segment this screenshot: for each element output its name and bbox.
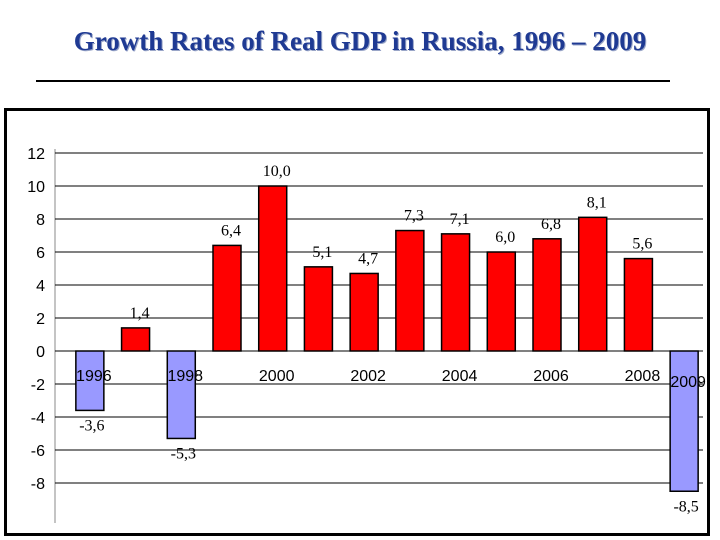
- y-tick-label: 2: [36, 311, 45, 328]
- bar: [166, 350, 197, 440]
- data-label: -3,6: [79, 417, 104, 434]
- x-tick-label: 2002: [350, 368, 386, 385]
- bar-chart: 12 10 8 6 4 2 0 -2 -4 -6 -8 -3,6 1996 1,4 -5,3 1998 6,4 1…: [27, 146, 706, 523]
- y-tick-label: -4: [31, 410, 45, 427]
- data-label: 10,0: [263, 163, 291, 180]
- bar: [486, 251, 517, 352]
- title-underline: [36, 80, 670, 82]
- chart-frame: 12 10 8 6 4 2 0 -2 -4 -6 -8 -3,6 1996 1,4 -5,3 1998 6,4 1…: [4, 108, 710, 536]
- bar: [257, 185, 288, 352]
- bar: [623, 257, 654, 352]
- data-label: 1,4: [130, 305, 150, 322]
- data-label: 7,1: [450, 211, 470, 228]
- y-tick-label: -2: [31, 377, 45, 394]
- bar: [395, 229, 425, 352]
- y-tick-label: 12: [27, 146, 45, 163]
- bar: [120, 327, 151, 352]
- data-label: 4,7: [358, 250, 378, 267]
- y-tick-label: -8: [31, 476, 45, 493]
- y-tick-label: 4: [36, 278, 45, 295]
- bar: [303, 266, 334, 352]
- data-label: 7,3: [404, 208, 424, 225]
- y-tick-label: 8: [36, 212, 45, 229]
- x-tick-label: 2009: [670, 374, 706, 391]
- y-tick-label: 0: [36, 344, 45, 361]
- x-tick-label: 2006: [533, 368, 569, 385]
- data-label: 8,1: [587, 194, 607, 211]
- y-tick-label: -6: [31, 443, 45, 460]
- data-label: -8,5: [673, 498, 698, 515]
- x-tick-label: 2000: [259, 368, 295, 385]
- data-label: 5,6: [632, 236, 652, 253]
- x-tick-label: 1998: [167, 368, 203, 385]
- chart-title: Growth Rates of Real GDP in Russia, 1996…: [73, 26, 647, 56]
- bar: [75, 350, 105, 412]
- bar: [577, 216, 608, 352]
- bar: [532, 238, 562, 352]
- data-label: 5,1: [312, 244, 332, 261]
- data-label: -5,3: [171, 445, 196, 462]
- bar: [349, 272, 379, 352]
- bar: [669, 350, 699, 492]
- y-tick-label: 6: [36, 245, 45, 262]
- y-tick-label: 10: [27, 179, 45, 196]
- bar: [212, 244, 242, 352]
- x-tick-label: 2004: [442, 368, 478, 385]
- bar: [440, 233, 471, 352]
- x-tick-label: 2008: [625, 368, 661, 385]
- data-label: 6,0: [495, 229, 515, 246]
- data-label: 6,4: [221, 222, 241, 239]
- x-tick-label: 1996: [76, 368, 112, 385]
- data-label: 6,8: [541, 216, 561, 233]
